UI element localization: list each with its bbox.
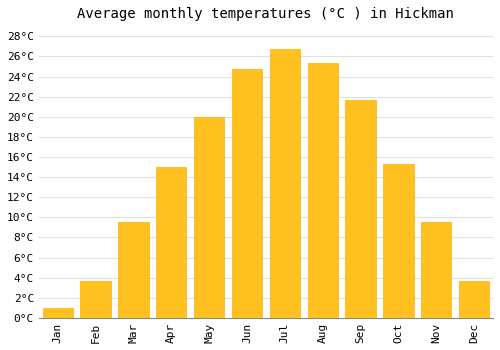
Bar bbox=[384, 164, 414, 318]
Bar bbox=[80, 281, 110, 318]
Title: Average monthly temperatures (°C ) in Hickman: Average monthly temperatures (°C ) in Hi… bbox=[78, 7, 454, 21]
Bar bbox=[421, 222, 452, 318]
Bar bbox=[308, 63, 338, 318]
Bar bbox=[232, 69, 262, 318]
Bar bbox=[42, 308, 73, 318]
Bar bbox=[156, 167, 186, 318]
Bar bbox=[194, 117, 224, 318]
Bar bbox=[346, 100, 376, 318]
Bar bbox=[270, 49, 300, 318]
Bar bbox=[118, 222, 148, 318]
Bar bbox=[459, 281, 490, 318]
